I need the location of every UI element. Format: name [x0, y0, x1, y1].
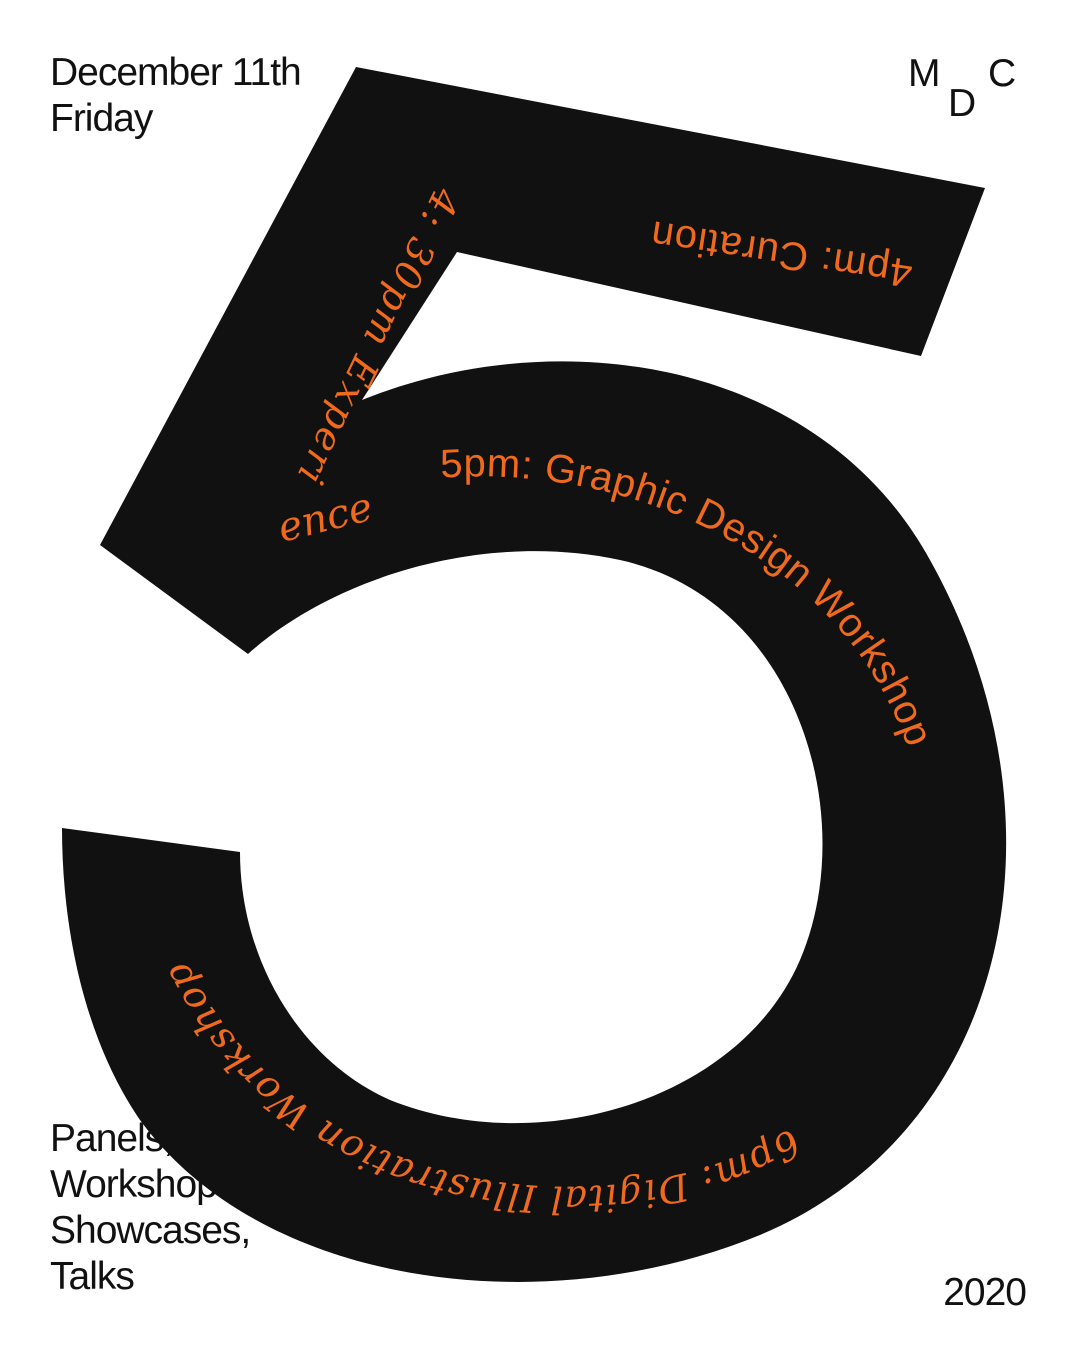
formats-list: Panels, Workshops, Showcases, Talks: [50, 1116, 251, 1300]
logo-letter-c: C: [988, 52, 1017, 95]
format-item: Panels,: [50, 1117, 174, 1160]
event-year: 2020: [943, 1271, 1027, 1314]
date-block: December 11th Friday: [50, 50, 302, 142]
event-day: Friday: [50, 97, 153, 140]
event-date: December 11th: [50, 51, 302, 94]
format-item: Showcases,: [50, 1209, 251, 1252]
logo-letter-d: D: [948, 82, 977, 125]
format-item: Talks: [50, 1255, 135, 1298]
logo-letter-m: M: [908, 52, 941, 95]
mdc-logo: M D C: [908, 52, 1028, 125]
numeral-five: [62, 67, 1007, 1282]
format-item: Workshops,: [50, 1163, 246, 1206]
